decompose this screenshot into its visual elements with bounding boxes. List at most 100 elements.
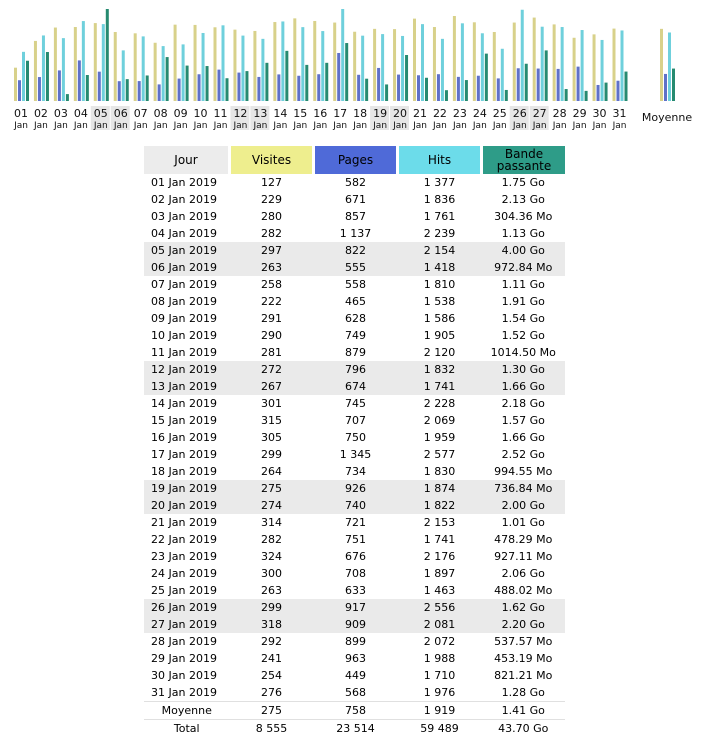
bar-bande-07	[145, 75, 149, 101]
bande-cell: 453.19 Mo	[494, 652, 553, 665]
bar-pages-30	[596, 84, 600, 101]
pages-cell: 1 345	[339, 448, 372, 461]
tick-label-month: Jan	[412, 121, 427, 131]
table-row: 04 Jan 2019 282 1 137 2 239 1.13 Go	[144, 225, 565, 242]
average-label: Moyenne	[144, 701, 230, 720]
day-cell: 16 Jan 2019	[151, 431, 217, 444]
pages-cell: 745	[345, 397, 366, 410]
total-bande: 43.70 Go	[481, 719, 565, 737]
bar-bande-17	[345, 43, 349, 101]
bar-bande-15	[305, 64, 309, 101]
bar-hits-25	[500, 48, 504, 101]
bande-cell: 1.75 Go	[501, 176, 545, 189]
table-row: 21 Jan 2019 314 721 2 153 1.01 Go	[144, 514, 565, 531]
bar-pages-24	[476, 75, 480, 101]
bar-hits-05	[101, 24, 105, 101]
bar-hits-02	[41, 35, 45, 101]
bande-cell: 1.91 Go	[501, 295, 545, 308]
tick-label-month: Jan	[213, 121, 228, 131]
average-hits: 1 919	[397, 701, 482, 720]
bar-visites-18	[353, 31, 357, 102]
table-row: 29 Jan 2019 241 963 1 988 453.19 Mo	[144, 650, 565, 667]
weekend-highlight-19	[370, 106, 390, 130]
day-cell: 10 Jan 2019	[151, 329, 217, 342]
table-row: 03 Jan 2019 280 857 1 761 304.36 Mo	[144, 208, 565, 225]
bar-hits-23	[460, 23, 464, 101]
tick-label-day: 20	[393, 107, 407, 120]
tick-label-month: Jan	[572, 121, 587, 131]
average-label: Moyenne	[642, 111, 692, 124]
tick-label-day: 19	[373, 107, 387, 120]
visites-cell: 267	[229, 378, 314, 395]
bar-visites-06	[113, 32, 117, 102]
tick-label-month: Jan	[532, 121, 547, 131]
visites-cell: 318	[229, 616, 314, 633]
average-bande: 1.41 Go	[481, 701, 565, 720]
bar-hits-07	[141, 36, 145, 101]
bar-hits-12	[241, 35, 245, 101]
bar-visites-04	[73, 27, 77, 102]
pages-cell: 721	[345, 516, 366, 529]
day-cell: 14 Jan 2019	[151, 397, 217, 410]
bande-cell: 736.84 Mo	[481, 480, 565, 497]
visites-cell: 263	[261, 584, 282, 597]
hits-cell: 1 897	[423, 567, 456, 580]
weekend-highlight-06	[110, 106, 130, 130]
tick-label-day: 30	[593, 107, 607, 120]
hits-cell: 2 072	[423, 635, 456, 648]
hits-cell: 2 577	[423, 448, 456, 461]
hits-cell: 2 228	[423, 397, 456, 410]
bar-bande-16	[325, 62, 329, 101]
visites-cell: 276	[261, 686, 282, 699]
day-cell: 01 Jan 2019	[151, 176, 217, 189]
tick-label-month: Jan	[372, 121, 387, 131]
bar-visites-14	[273, 22, 277, 101]
table-row: 22 Jan 2019 282 751 1 741 478.29 Mo	[144, 531, 565, 548]
tick-label-day: 28	[553, 107, 567, 120]
bar-bande-12	[245, 71, 249, 101]
tick-label-month: Jan	[53, 121, 68, 131]
visites-cell: 314	[261, 516, 282, 529]
bar-bande-05	[105, 9, 109, 101]
tick-label-day: 12	[233, 107, 247, 120]
tick-label-day: 17	[333, 107, 347, 120]
table-row: 24 Jan 2019 300 708 1 897 2.06 Go	[144, 565, 565, 582]
bar-hits-20	[401, 35, 405, 101]
tick-label-month: Jan	[73, 121, 88, 131]
pages-cell: 879	[345, 346, 366, 359]
bar-bande-02	[45, 52, 49, 101]
pages-cell: 926	[313, 480, 398, 497]
total-pages: 23 514	[313, 719, 398, 737]
bar-visites-11	[213, 27, 217, 101]
day-cell: 23 Jan 2019	[151, 550, 217, 563]
bande-cell: 1.11 Go	[501, 278, 545, 291]
bar-visites-19	[373, 28, 377, 102]
bar-pages-02	[37, 77, 41, 101]
bar-pages-04	[77, 60, 81, 101]
visites-cell: 275	[229, 480, 314, 497]
weekend-highlight-20	[390, 106, 409, 130]
tick-label-day: 18	[353, 107, 367, 120]
bar-hits-08	[161, 46, 165, 101]
tick-label-day: 03	[54, 107, 68, 120]
visites-cell: 127	[261, 176, 282, 189]
hits-cell: 1 830	[423, 465, 456, 478]
table-row: 02 Jan 2019 229 671 1 836 2.13 Go	[144, 191, 565, 208]
bar-visites-27	[532, 17, 536, 101]
hits-cell: 1 822	[397, 497, 482, 514]
bande-cell: 2.00 Go	[481, 497, 565, 514]
pages-cell: 449	[345, 669, 366, 682]
day-cell: 04 Jan 2019	[151, 227, 217, 240]
pages-cell: 749	[345, 329, 366, 342]
bar-bande-24	[484, 53, 488, 101]
pages-cell: 796	[313, 361, 398, 378]
bar-hits-21	[421, 24, 424, 102]
bar-bande-20	[405, 55, 409, 101]
bar-hits-09	[181, 44, 185, 101]
pages-cell: 750	[345, 431, 366, 444]
table-row: 12 Jan 2019 272 796 1 832 1.30 Go	[144, 361, 565, 378]
day-cell: 06 Jan 2019	[144, 259, 230, 276]
bande-cell: 2.52 Go	[501, 448, 545, 461]
day-cell: 20 Jan 2019	[144, 497, 230, 514]
tick-label-month: Jan	[292, 121, 307, 131]
